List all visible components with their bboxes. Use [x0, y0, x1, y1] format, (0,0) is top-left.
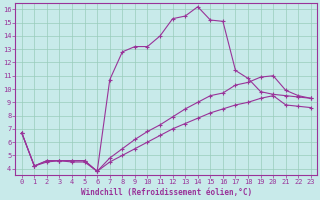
X-axis label: Windchill (Refroidissement éolien,°C): Windchill (Refroidissement éolien,°C) [81, 188, 252, 197]
